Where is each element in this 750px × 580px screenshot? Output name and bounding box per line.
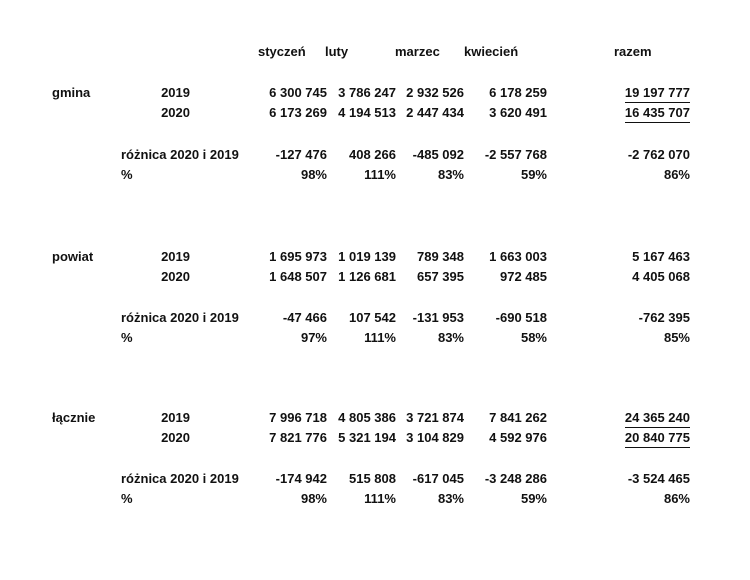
value-cell: 97% [300,330,327,345]
value-cell: -2 557 768 [484,147,547,162]
value-cell: 111% [364,167,396,182]
value-cell: 4 805 386 [338,410,396,425]
value-cell: 1 019 139 [338,249,396,264]
table-row: różnica 2020 i 2019 -127 476 408 266 -48… [0,145,750,165]
value-cell: -3 248 286 [484,471,547,486]
value-cell: 98% [300,491,327,506]
value-cell: 1 126 681 [338,269,396,284]
value-cell: 1 663 003 [489,249,547,264]
table-row: gmina 2019 6 300 745 3 786 247 2 932 526… [0,83,750,103]
value-cell: 59% [520,167,547,182]
value-cell: -762 395 [638,310,690,325]
column-header-luty: luty [325,44,349,59]
table-row: % 98% 111% 83% 59% 86% [0,165,750,185]
table-row: 2020 6 173 269 4 194 513 2 447 434 3 620… [0,103,750,123]
value-cell: 789 348 [417,249,464,264]
table-row: % 97% 111% 83% 58% 85% [0,328,750,348]
value-cell: 1 648 507 [269,269,327,284]
value-cell: -485 092 [412,147,464,162]
value-cell: 86% [663,491,690,506]
value-cell: 6 178 259 [489,85,547,100]
value-cell-total: 24 365 240 [590,408,690,428]
value-cell: -2 762 070 [627,147,690,162]
value-cell: 111% [364,491,396,506]
value-cell: 5 167 463 [632,249,690,264]
table-row: różnica 2020 i 2019 -174 942 515 808 -61… [0,469,750,489]
row-label: 2019 [161,85,190,100]
column-header-styczen: styczeń [258,44,306,59]
row-label: 2020 [161,105,190,120]
row-label: 2020 [161,430,190,445]
value-cell: 83% [437,491,464,506]
value-cell: -131 953 [412,310,464,325]
underlined-total: 16 435 707 [624,104,690,123]
value-cell: 107 542 [349,310,396,325]
value-cell: 58% [520,330,547,345]
value-cell: 657 395 [417,269,464,284]
value-cell: 515 808 [349,471,396,486]
row-group-label: powiat [52,249,94,264]
value-cell: 3 786 247 [338,85,396,100]
table-row: różnica 2020 i 2019 -47 466 107 542 -131… [0,308,750,328]
value-cell: 2 932 526 [406,85,464,100]
value-cell: 6 173 269 [269,105,327,120]
value-cell: 83% [437,167,464,182]
value-cell: 4 592 976 [489,430,547,445]
value-cell: 5 321 194 [338,430,396,445]
value-cell-total: 16 435 707 [590,103,690,123]
value-cell-total: 19 197 777 [590,83,690,103]
value-cell: 4 194 513 [338,105,396,120]
underlined-total: 19 197 777 [624,84,690,103]
underlined-total: 20 840 775 [624,429,690,448]
value-cell: 7 996 718 [269,410,327,425]
table-row: % 98% 111% 83% 59% 86% [0,489,750,509]
value-cell: 7 841 262 [489,410,547,425]
row-group-label: gmina [52,85,91,100]
header-row: styczeń luty marzec kwiecień razem [0,42,750,62]
column-header-kwiecien: kwiecień [464,44,519,59]
value-cell: 972 485 [500,269,547,284]
value-cell: -47 466 [282,310,327,325]
row-label: różnica 2020 i 2019 [121,147,239,162]
value-cell: 3 620 491 [489,105,547,120]
row-label: % [121,167,133,182]
value-cell: 86% [663,167,690,182]
value-cell: 2 447 434 [406,105,464,120]
row-label: % [121,491,133,506]
row-label: % [121,330,133,345]
value-cell: 83% [437,330,464,345]
value-cell: -127 476 [275,147,327,162]
value-cell: 85% [663,330,690,345]
table-row: 2020 7 821 776 5 321 194 3 104 829 4 592… [0,428,750,448]
value-cell: -174 942 [275,471,327,486]
table-row: łącznie 2019 7 996 718 4 805 386 3 721 8… [0,408,750,428]
table-row: 2020 1 648 507 1 126 681 657 395 972 485… [0,267,750,287]
row-group-label: łącznie [52,410,96,425]
value-cell: 7 821 776 [269,430,327,445]
value-cell-total: 20 840 775 [590,428,690,448]
row-label: różnica 2020 i 2019 [121,471,239,486]
value-cell: 408 266 [349,147,396,162]
value-cell: -617 045 [412,471,464,486]
value-cell: 111% [364,330,396,345]
table-row: powiat 2019 1 695 973 1 019 139 789 348 … [0,247,750,267]
row-label: różnica 2020 i 2019 [121,310,239,325]
row-label: 2019 [161,249,190,264]
value-cell: 98% [300,167,327,182]
column-header-marzec: marzec [395,44,440,59]
value-cell: 6 300 745 [269,85,327,100]
value-cell: 4 405 068 [632,269,690,284]
row-label: 2019 [161,410,190,425]
value-cell: 3 721 874 [406,410,464,425]
row-label: 2020 [161,269,190,284]
value-cell: 3 104 829 [406,430,464,445]
underlined-total: 24 365 240 [624,409,690,428]
value-cell: -690 518 [495,310,547,325]
value-cell: 1 695 973 [269,249,327,264]
value-cell: 59% [520,491,547,506]
value-cell: -3 524 465 [627,471,690,486]
column-header-razem: razem [614,44,652,59]
